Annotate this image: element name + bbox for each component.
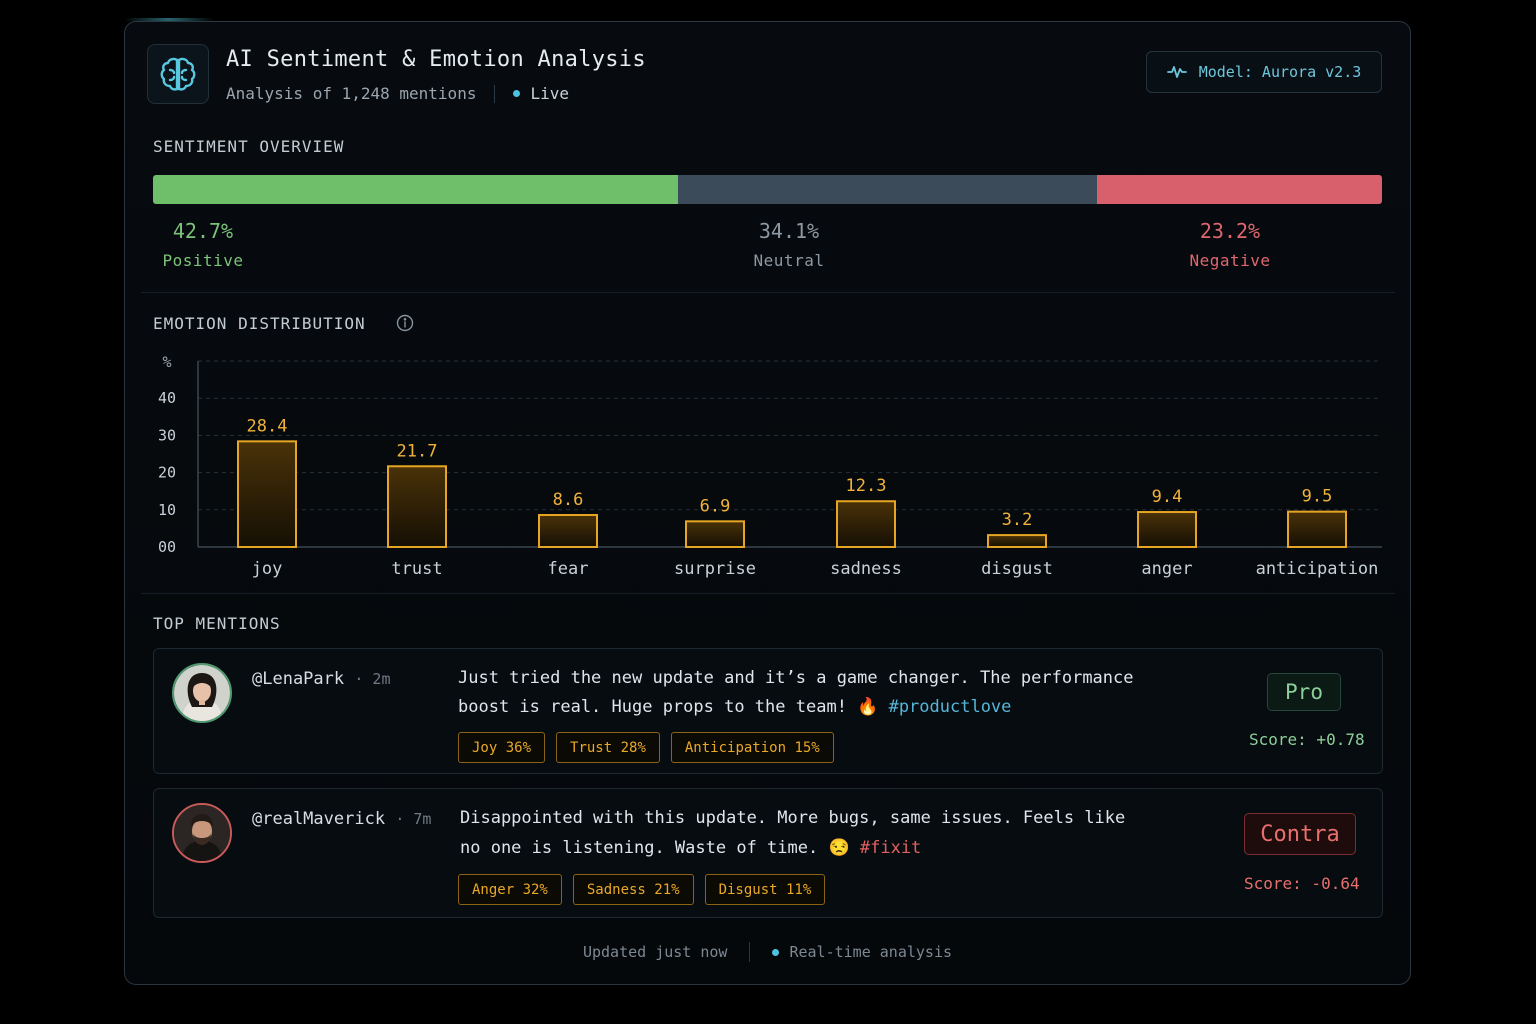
pulse-icon bbox=[1166, 66, 1187, 78]
negative-percent: 23.2% bbox=[1199, 219, 1261, 243]
bar-sadness bbox=[836, 500, 896, 549]
live-status: Live bbox=[530, 84, 569, 103]
live-dot-icon bbox=[513, 90, 521, 97]
x-tick-label: disgust bbox=[981, 559, 1053, 579]
sentiment-negative: 23.2% Negative bbox=[1180, 219, 1280, 270]
y-axis-label: % bbox=[162, 353, 171, 371]
y-tick-label: 10 bbox=[158, 501, 176, 519]
realtime-dot-icon bbox=[772, 948, 780, 956]
author-handle: @LenaPark bbox=[252, 669, 345, 689]
x-tick-label: surprise bbox=[674, 559, 756, 579]
bar-anger bbox=[1137, 511, 1197, 548]
y-tick-label: 40 bbox=[158, 389, 176, 407]
negative-label: Negative bbox=[1189, 251, 1271, 270]
bar-value-label: 9.5 bbox=[1302, 487, 1333, 507]
subtitle-divider bbox=[494, 84, 496, 103]
sentiment-positive: 42.7% Positive bbox=[153, 219, 253, 270]
x-tick-label: anticipation bbox=[1256, 559, 1379, 579]
footer-divider bbox=[749, 942, 751, 962]
mention-text: Disappointed with this update. More bugs… bbox=[460, 803, 1125, 863]
y-tick-label: 00 bbox=[158, 538, 176, 556]
bar-value-label: 9.4 bbox=[1152, 487, 1183, 507]
mention-text: Just tried the new update and it’s a gam… bbox=[458, 664, 1134, 722]
mention-text-line: no one is listening. Waste of time. 😒 bbox=[460, 838, 850, 858]
bar-value-label: 3.2 bbox=[1002, 510, 1033, 530]
emotion-tag[interactable]: Sadness 21% bbox=[572, 874, 694, 905]
emotion-tags: Anger 32% Sadness 21% Disgust 11% bbox=[458, 874, 826, 905]
author-handle: @realMaverick bbox=[252, 809, 386, 829]
mention-card[interactable]: @realMaverick · 7m Disappointed with thi… bbox=[153, 788, 1383, 918]
bar-value-label: 12.3 bbox=[846, 476, 887, 496]
section-divider bbox=[141, 593, 1395, 594]
mention-time: · 7m bbox=[395, 810, 432, 828]
emotion-tag[interactable]: Trust 28% bbox=[556, 732, 660, 763]
x-tick-label: sadness bbox=[830, 559, 902, 579]
bar-value-label: 21.7 bbox=[397, 441, 438, 461]
x-tick-label: joy bbox=[252, 559, 283, 579]
sentiment-segment-neutral[interactable] bbox=[677, 175, 1097, 204]
sentiment-neutral: 34.1% Neutral bbox=[739, 219, 839, 270]
mention-text-line: Disappointed with this update. More bugs… bbox=[460, 808, 1126, 828]
emotion-tag[interactable]: Anticipation 15% bbox=[670, 732, 834, 763]
brain-logo-icon bbox=[147, 44, 209, 104]
mention-author[interactable]: @realMaverick · 7m bbox=[252, 809, 431, 829]
y-tick-label: 30 bbox=[158, 426, 176, 444]
bar-value-label: 8.6 bbox=[553, 490, 584, 510]
model-label: Model: Aurora v2.3 bbox=[1198, 63, 1362, 81]
bar-joy bbox=[237, 440, 297, 548]
hashtag-link[interactable]: #productlove bbox=[888, 697, 1012, 717]
bar-disgust bbox=[987, 534, 1047, 548]
hashtag-link[interactable]: #fixit bbox=[859, 838, 922, 858]
page-subtitle: Analysis of 1,248 mentions Live bbox=[226, 84, 569, 103]
dashboard-card: AI Sentiment & Emotion Analysis Analysis… bbox=[124, 21, 1411, 985]
card-footer: Updated just now Real-time analysis bbox=[125, 942, 1410, 962]
bar-fear bbox=[538, 514, 598, 548]
avatar[interactable] bbox=[172, 803, 232, 863]
sentiment-section-title: SENTIMENT OVERVIEW bbox=[153, 137, 345, 156]
mentions-section-title: TOP MENTIONS bbox=[153, 614, 281, 633]
bar-value-label: 28.4 bbox=[247, 416, 288, 436]
info-circle-icon[interactable] bbox=[396, 314, 414, 332]
mention-author[interactable]: @LenaPark · 2m bbox=[252, 669, 391, 689]
emotion-tags: Joy 36% Trust 28% Anticipation 15% bbox=[458, 732, 834, 763]
bar-trust bbox=[387, 465, 447, 548]
y-tick-label: 20 bbox=[158, 464, 176, 482]
bar-anticipation bbox=[1287, 510, 1347, 549]
emotion-section-title: EMOTION DISTRIBUTION bbox=[153, 314, 366, 333]
mention-text-line: boost is real. Huge props to the team! 🔥 bbox=[458, 697, 879, 717]
updated-status: Updated just now bbox=[582, 943, 728, 961]
section-divider bbox=[141, 292, 1395, 293]
emotion-tag[interactable]: Disgust 11% bbox=[704, 874, 826, 905]
emotion-bar-chart: % 00 10 20 30 40 28.4 joy 21.7 trust 8.6 fear 6.9 sur… bbox=[158, 353, 1382, 579]
mention-time: · 2m bbox=[354, 670, 391, 688]
mention-text-line: Just tried the new update and it’s a gam… bbox=[458, 668, 1134, 688]
stance-badge-contra[interactable]: Contra bbox=[1244, 813, 1356, 855]
mention-card[interactable]: @LenaPark · 2m Just tried the new update… bbox=[153, 648, 1383, 774]
sentiment-segment-negative[interactable] bbox=[1096, 175, 1382, 204]
neutral-percent: 34.1% bbox=[758, 219, 820, 243]
neutral-label: Neutral bbox=[753, 251, 825, 270]
bar-value-label: 6.9 bbox=[700, 496, 731, 516]
realtime-label: Real-time analysis bbox=[789, 943, 953, 961]
positive-percent: 42.7% bbox=[172, 219, 234, 243]
emotion-tag[interactable]: Anger 32% bbox=[458, 874, 562, 905]
bar-surprise bbox=[685, 520, 745, 548]
x-tick-label: trust bbox=[391, 559, 442, 579]
sentiment-segment-positive[interactable] bbox=[153, 175, 678, 204]
avatar[interactable] bbox=[172, 663, 232, 723]
model-badge[interactable]: Model: Aurora v2.3 bbox=[1146, 51, 1382, 93]
stance-badge-pro[interactable]: Pro bbox=[1267, 673, 1341, 711]
positive-label: Positive bbox=[162, 251, 244, 270]
sentiment-bar bbox=[153, 175, 1382, 204]
mentions-count: Analysis of 1,248 mentions bbox=[226, 84, 477, 103]
page-title: AI Sentiment & Emotion Analysis bbox=[226, 47, 646, 72]
emotion-tag[interactable]: Joy 36% bbox=[458, 732, 546, 763]
sentiment-score: Score: +0.78 bbox=[1249, 730, 1365, 749]
x-tick-label: fear bbox=[548, 559, 589, 579]
card-glow bbox=[124, 18, 214, 21]
x-tick-label: anger bbox=[1141, 559, 1192, 579]
sentiment-score: Score: -0.64 bbox=[1244, 874, 1360, 893]
